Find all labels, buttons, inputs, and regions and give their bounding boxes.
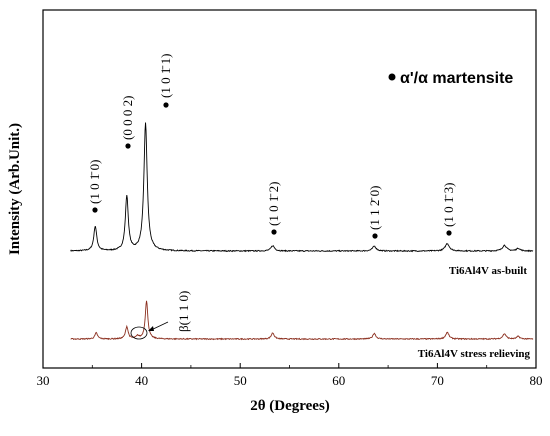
- marker-1010: [92, 207, 98, 213]
- beta-circle: [130, 326, 148, 340]
- x-tick-label-50: 50: [234, 373, 247, 388]
- x-tick-label-30: 30: [37, 373, 50, 388]
- beta-arrow-head: [148, 326, 154, 331]
- marker-1013: [446, 230, 452, 236]
- x-tick-label-40: 40: [135, 373, 148, 388]
- series-layer: [70, 122, 534, 341]
- label-0002: (0 0 0 2): [120, 96, 135, 140]
- series-line-0: [70, 122, 534, 253]
- marker-1120: [372, 233, 378, 239]
- x-tick-label-60: 60: [332, 373, 345, 388]
- label-beta-110: β(1 1 0): [176, 291, 191, 332]
- plot-frame: [42, 9, 537, 369]
- marker-1012: [271, 229, 277, 235]
- series-label-as-built: Ti6Al4V as-built: [449, 265, 527, 277]
- label-1120: (1 1 2̄ 0): [367, 186, 382, 230]
- label-1011: (1 0 1̄ 1): [158, 54, 173, 98]
- legend-marker: [388, 73, 396, 81]
- label-1010: (1 0 1̄ 0): [87, 160, 102, 204]
- label-1013: (1 0 1̄ 3): [441, 183, 456, 227]
- legend: α'/α martensite: [388, 70, 513, 87]
- x-tick-label-80: 80: [530, 373, 543, 388]
- y-axis-title: Intensity (Arb.Unit.): [7, 123, 23, 255]
- marker-1011: [163, 102, 169, 108]
- x-axis-title: 2θ (Degrees): [250, 398, 330, 414]
- legend-text: α'/α martensite: [400, 70, 513, 87]
- series-label-stress-relieving: Ti6Al4V stress relieving: [418, 348, 531, 360]
- marker-0002: [125, 143, 131, 149]
- series-line-1: [70, 300, 534, 341]
- label-1012: (1 0 1̄ 2): [266, 182, 281, 226]
- x-axis-ticks: 30 40 50 60 70 80: [37, 363, 543, 388]
- peak-annotations: (1 0 1̄ 0) (0 0 0 2) (1 0 1̄ 1) (1 0 1̄ …: [87, 54, 456, 340]
- x-tick-label-70: 70: [431, 373, 444, 388]
